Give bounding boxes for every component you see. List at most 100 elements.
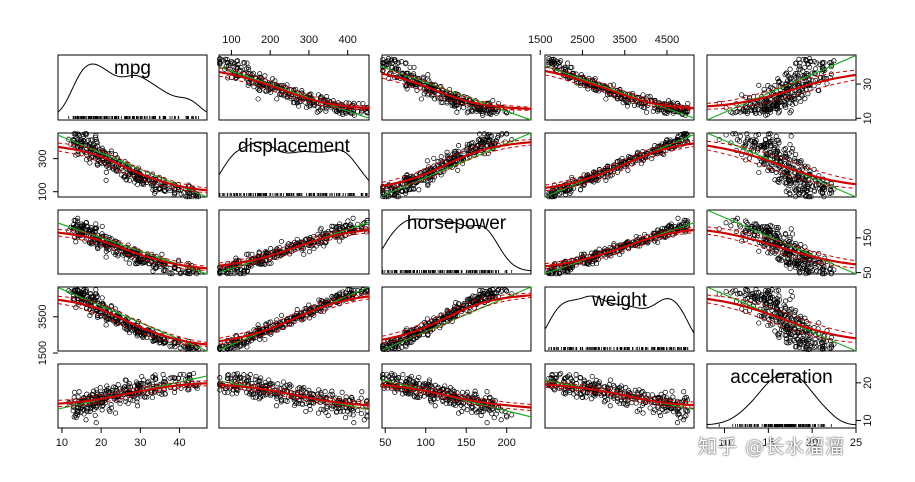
panel-displacement-vs-weight: [544, 131, 695, 200]
data-point: [558, 58, 564, 64]
data-point: [223, 63, 229, 69]
data-point: [278, 312, 285, 318]
data-point: [73, 304, 79, 310]
data-point: [99, 295, 105, 301]
data-point: [296, 103, 302, 109]
data-point: [227, 60, 233, 66]
data-point: [217, 60, 223, 66]
data-point: [776, 179, 782, 185]
data-point: [578, 186, 584, 193]
data-point: [802, 96, 808, 102]
data-point: [402, 61, 409, 67]
data-point: [723, 105, 729, 111]
smoother-line: [218, 70, 370, 110]
data-point: [411, 64, 417, 70]
data-point: [87, 160, 93, 166]
data-point: [235, 61, 241, 67]
data-point: [351, 100, 357, 106]
data-point: [425, 72, 431, 78]
data-point: [788, 226, 794, 232]
data-point: [765, 250, 771, 256]
data-point: [429, 92, 435, 98]
data-point: [316, 108, 322, 114]
data-point: [306, 302, 312, 308]
panel-horsepower-vs-displacement: [217, 209, 370, 277]
data-point: [484, 110, 490, 116]
data-point: [103, 322, 109, 328]
smoother-upper-band: [381, 68, 532, 108]
data-point: [418, 96, 424, 102]
data-point: [813, 66, 819, 72]
data-point: [343, 100, 349, 106]
data-point: [480, 112, 486, 118]
data-point: [753, 133, 759, 139]
panel-mpg-vs-mpg: mpg: [57, 54, 208, 121]
data-point: [398, 59, 405, 65]
data-point: [73, 239, 79, 245]
data-point: [781, 147, 787, 153]
data-point: [301, 251, 307, 258]
data-point: [756, 169, 762, 176]
data-point: [438, 153, 444, 160]
data-point: [389, 56, 395, 62]
panel-horsepower-vs-weight: [544, 209, 695, 277]
data-point: [565, 60, 571, 66]
data-point: [167, 265, 173, 272]
data-point: [356, 101, 362, 107]
panel-horsepower-vs-mpg: [57, 209, 208, 277]
data-point: [756, 82, 762, 88]
data-point: [257, 71, 263, 77]
data-point: [496, 100, 502, 107]
data-point: [624, 103, 631, 109]
data-point: [339, 110, 345, 116]
smoother-upper-band: [218, 67, 370, 107]
data-point: [241, 60, 247, 66]
data-point: [479, 110, 485, 116]
data-point: [652, 105, 658, 111]
panel-horsepower-vs-horsepower: horsepower: [381, 209, 532, 275]
panel-mpg-vs-weight: [544, 54, 695, 121]
panel-displacement-vs-acceleration: [706, 131, 857, 200]
data-point: [226, 62, 232, 68]
data-point: [488, 111, 494, 117]
data-point: [728, 223, 734, 229]
data-point: [262, 336, 268, 343]
panel-frame: [218, 54, 370, 121]
variable-label-horsepower: horsepower: [407, 213, 507, 234]
data-point: [465, 108, 471, 114]
data-point: [360, 100, 366, 107]
data-point: [438, 100, 444, 106]
panel-displacement-vs-displacement: displacement: [218, 132, 370, 198]
data-point: [225, 75, 231, 81]
variable-label-mpg: mpg: [114, 58, 151, 79]
smoother-line: [381, 72, 532, 110]
data-point: [380, 60, 386, 66]
data-point: [255, 96, 261, 102]
data-point: [268, 246, 274, 252]
data-point: [447, 97, 453, 103]
data-point: [380, 56, 386, 63]
data-point: [756, 248, 762, 254]
data-point: [557, 63, 563, 69]
data-point: [793, 151, 799, 157]
data-point: [416, 187, 422, 193]
data-point: [474, 108, 480, 114]
data-point: [219, 57, 225, 63]
data-point: [444, 100, 450, 106]
panel-weight-vs-mpg: [57, 286, 208, 352]
panel-displacement-vs-mpg: [57, 131, 208, 200]
smoother-lower-band: [218, 75, 370, 111]
panel-mpg-vs-acceleration: [706, 54, 857, 121]
smoother-lower-band: [381, 77, 532, 111]
data-point: [318, 225, 324, 231]
data-point: [763, 136, 769, 142]
data-point: [468, 108, 474, 114]
data-point: [790, 146, 796, 152]
data-point: [790, 231, 796, 237]
data-point: [739, 92, 745, 98]
data-point: [323, 108, 329, 114]
data-point: [403, 83, 409, 89]
data-point: [456, 105, 462, 111]
data-point: [471, 104, 477, 111]
data-point: [455, 167, 461, 173]
